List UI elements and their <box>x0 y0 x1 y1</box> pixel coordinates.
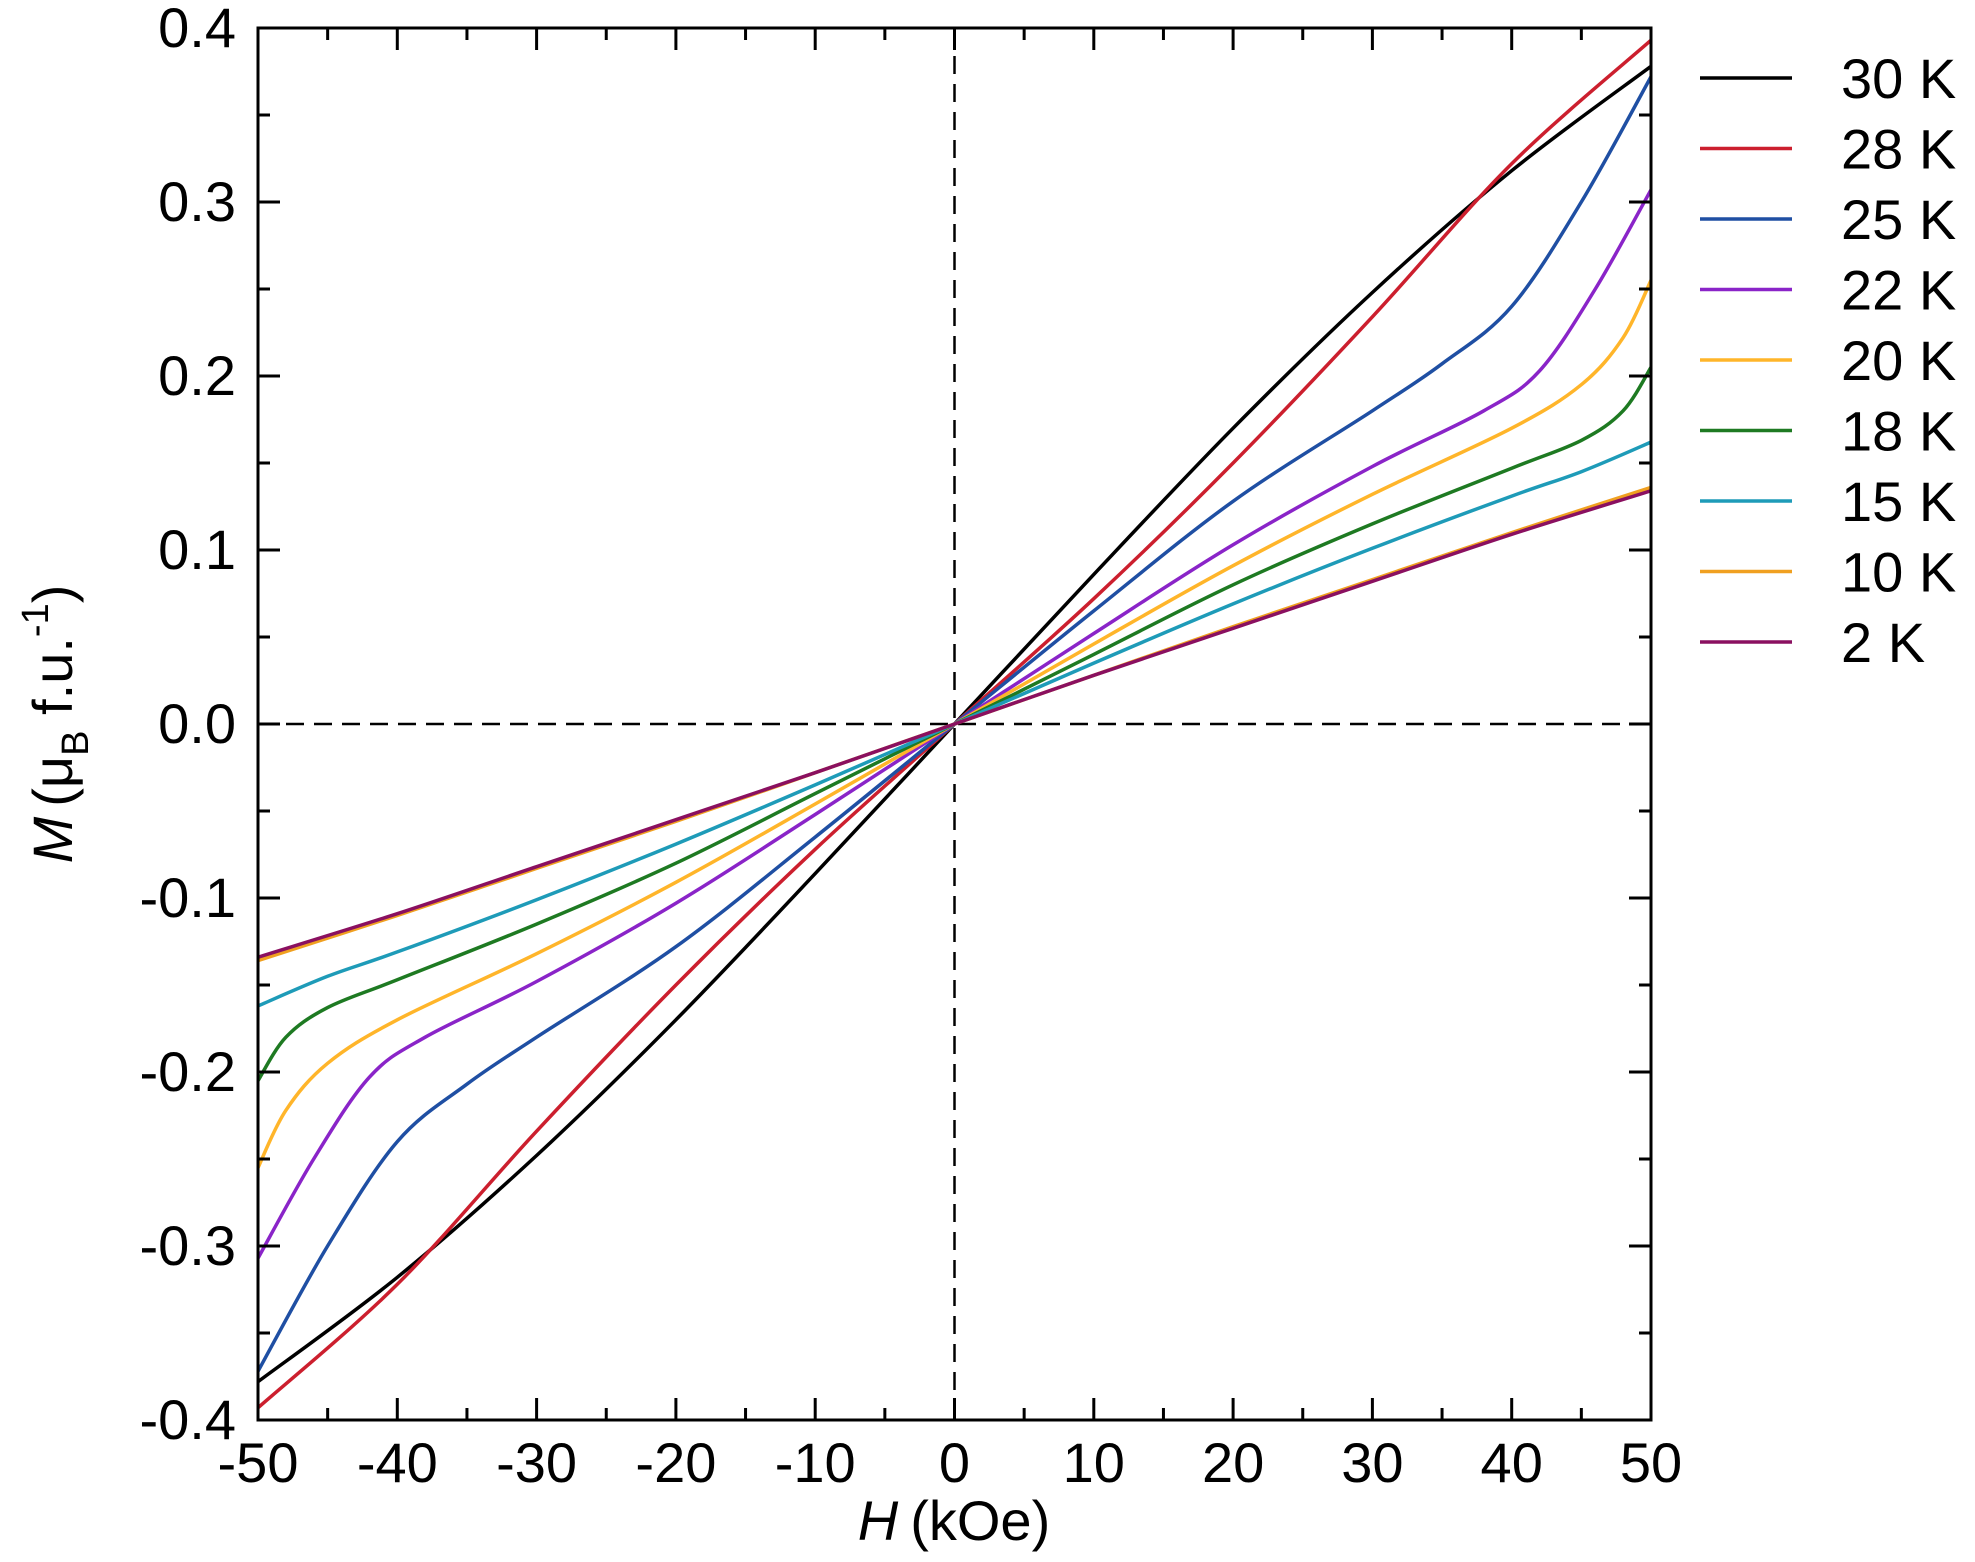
y-axis-symbol: M <box>21 816 84 863</box>
x-tick-label: -50 <box>218 1431 299 1494</box>
y-axis-sup: -1 <box>15 603 57 637</box>
legend-label-28-k: 28 K <box>1841 118 1956 181</box>
y-axis-mid: f.u. <box>21 637 84 730</box>
legend-label-10-k: 10 K <box>1841 541 1956 604</box>
y-tick-label: -0.3 <box>140 1214 237 1277</box>
legend-label-30-k: 30 K <box>1841 47 1956 110</box>
y-axis-close: ) <box>21 585 84 604</box>
x-axis-label: H (kOe) <box>858 1489 1050 1552</box>
legend-label-22-k: 22 K <box>1841 259 1956 322</box>
x-tick-label: 40 <box>1481 1431 1543 1494</box>
y-tick-label: -0.4 <box>140 1388 237 1451</box>
plot-frame <box>256 26 1653 1422</box>
y-axis-open: (μ <box>21 756 84 807</box>
legend-label-15-k: 15 K <box>1841 470 1956 533</box>
x-tick-label: -20 <box>635 1431 716 1494</box>
legend-label-20-k: 20 K <box>1841 329 1956 392</box>
y-tick-label: 0.1 <box>158 518 236 581</box>
y-tick-label: -0.1 <box>140 866 237 929</box>
y-tick-label: 0.2 <box>158 344 236 407</box>
x-tick-label: -10 <box>775 1431 856 1494</box>
x-axis-unit: (kOe) <box>910 1489 1050 1552</box>
x-tick-label: 0 <box>939 1431 970 1494</box>
y-axis-label: M (μB f.u.-1) <box>15 585 97 864</box>
x-tick-label: 20 <box>1202 1431 1264 1494</box>
x-tick-label: 10 <box>1063 1431 1125 1494</box>
y-tick-label: -0.2 <box>140 1040 237 1103</box>
svg-text:M(μB f.u.-1): M (μB f.u.-1) <box>15 585 97 864</box>
legend-label-25-k: 25 K <box>1841 188 1956 251</box>
y-axis-sub: B <box>55 730 97 755</box>
legend: 30 K 28 K 25 K 22 K 20 K 18 K 15 K 10 K 2 K <box>1700 47 1956 674</box>
legend-label-2-k: 2 K <box>1841 611 1925 674</box>
y-tick-labels: -0.4 -0.3 -0.2 -0.1 0.0 0.1 0.2 0.3 0.4 <box>140 0 237 1451</box>
x-axis-symbol: H <box>858 1489 899 1552</box>
series-layer <box>258 38 1651 1410</box>
y-tick-label: 0.0 <box>158 692 236 755</box>
zero-reference-lines <box>258 28 1651 1420</box>
series-line-2-k <box>258 489 1651 959</box>
y-tick-label: 0.3 <box>158 170 236 233</box>
x-tick-label: 50 <box>1620 1431 1682 1494</box>
x-tick-labels: -50 -40 -30 -20 -10 0 10 20 30 40 50 <box>218 1431 1683 1494</box>
x-tick-label: -40 <box>357 1431 438 1494</box>
x-tick-label: 30 <box>1341 1431 1403 1494</box>
x-tick-label: -30 <box>496 1431 577 1494</box>
legend-label-18-k: 18 K <box>1841 400 1956 463</box>
y-tick-label: 0.4 <box>158 0 236 59</box>
